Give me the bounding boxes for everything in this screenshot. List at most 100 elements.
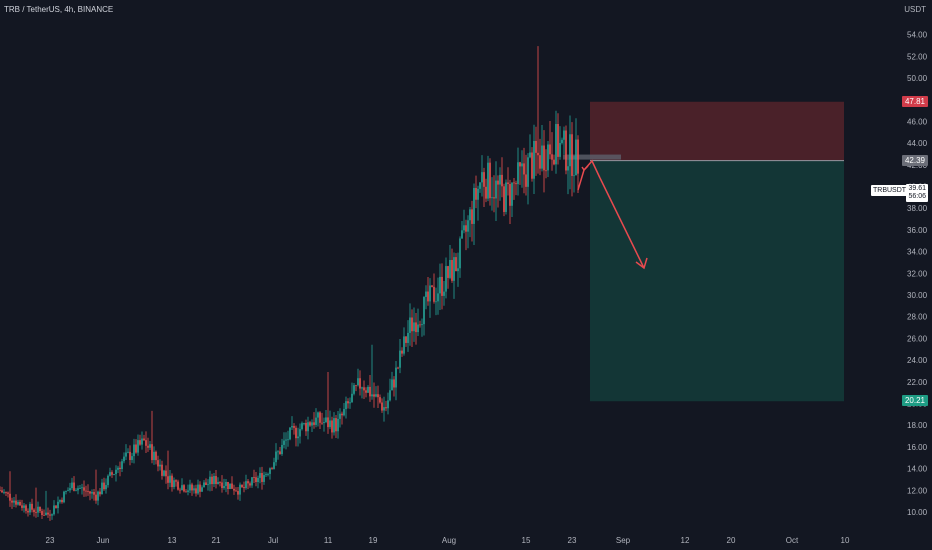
candle-body: [101, 482, 103, 495]
candle-body: [297, 436, 299, 439]
candle-body: [131, 456, 133, 461]
candle-body: [427, 291, 429, 302]
candle-body: [415, 322, 417, 333]
candle-body: [41, 511, 43, 516]
candle-body: [111, 472, 113, 475]
candle-body: [285, 439, 287, 441]
candle-body: [567, 166, 569, 171]
x-tick-label: 23: [568, 536, 577, 545]
stop-price-tag: 47.81: [901, 95, 928, 107]
candle-body: [99, 491, 101, 495]
candle-body: [161, 464, 163, 476]
candle-body: [369, 386, 371, 397]
candle-body: [495, 180, 497, 199]
candle-body: [63, 491, 65, 503]
candle-body: [13, 500, 15, 503]
candle-body: [511, 182, 513, 206]
candle-body: [91, 492, 93, 494]
candle-body: [417, 324, 419, 333]
candle-body: [441, 276, 443, 296]
candle-body: [31, 503, 33, 510]
candle-body: [83, 487, 85, 491]
candle-body: [563, 130, 565, 140]
candle-body: [89, 491, 91, 494]
candle-body: [555, 124, 557, 165]
candle-body: [315, 417, 317, 425]
candle-body: [287, 439, 289, 441]
y-tick-label: 54.00: [907, 31, 928, 40]
down-arrow-head: [635, 257, 648, 270]
candle-body: [187, 490, 189, 492]
candle-body: [213, 476, 215, 485]
candle-body: [381, 402, 383, 411]
candle-body: [301, 423, 303, 430]
candle-body: [219, 481, 221, 483]
candle-body: [487, 162, 489, 199]
candle-body: [443, 291, 445, 296]
candle-body: [295, 427, 297, 439]
candle-body: [331, 420, 333, 433]
candle-body: [407, 332, 409, 343]
candle-body: [305, 422, 307, 432]
candle-body: [51, 514, 53, 516]
candle-body: [317, 412, 319, 418]
candle-body: [263, 475, 265, 482]
candle-body: [343, 409, 345, 416]
candle-body: [283, 440, 285, 445]
candle-body: [253, 477, 255, 478]
candle-body: [385, 407, 387, 409]
candle-body: [519, 162, 521, 167]
candle-body: [277, 451, 279, 453]
candle-body: [97, 491, 99, 501]
candle-body: [289, 427, 291, 440]
candle-body: [271, 468, 273, 470]
candle-body: [499, 174, 501, 185]
candle-body: [473, 187, 475, 224]
candle-body: [327, 417, 329, 428]
candle-body: [551, 154, 553, 160]
candle-body: [17, 501, 19, 505]
candle-body: [541, 145, 543, 169]
x-tick-label: Jul: [268, 536, 278, 545]
time-axis[interactable]: 23 Jun 13 21 Jul 11 19 Aug 15 23 Sep 12 20 Oct 10: [46, 536, 850, 545]
candle-body: [377, 394, 379, 398]
candle-body: [155, 451, 157, 461]
candle-body: [577, 139, 579, 174]
candle-body: [389, 390, 391, 401]
candle-body: [25, 505, 27, 511]
candle-body: [251, 477, 253, 486]
candle-body: [59, 499, 61, 502]
candle-body: [169, 475, 171, 483]
y-tick-label: 34.00: [907, 248, 928, 257]
x-tick-label: 20: [727, 536, 736, 545]
drawing-arrows[interactable]: [577, 159, 648, 270]
candle-body: [529, 152, 531, 158]
x-tick-label: 23: [46, 536, 55, 545]
candle-body: [141, 438, 143, 445]
bar-countdown: 56:06: [908, 193, 926, 200]
y-tick-label: 22.00: [907, 378, 928, 387]
candle-body: [431, 285, 433, 287]
candle-body: [115, 469, 117, 475]
candle-body: [15, 500, 17, 505]
candle-body: [135, 444, 137, 453]
candle-body: [177, 481, 179, 490]
candle-body: [125, 452, 127, 457]
short-position-zones[interactable]: [563, 101, 844, 402]
candle-body: [309, 422, 311, 426]
candle-body: [221, 482, 223, 489]
candle-body: [87, 491, 89, 492]
candle-body: [215, 476, 217, 484]
y-tick-label: 52.00: [907, 52, 928, 61]
candle-body: [561, 139, 563, 143]
price-axis-unit: USDT: [904, 5, 926, 14]
candle-body: [553, 159, 555, 165]
candle-body: [463, 225, 465, 231]
candle-body: [505, 182, 507, 212]
candle-body: [559, 142, 561, 157]
candle-body: [241, 484, 243, 488]
candle-body: [527, 157, 529, 187]
candle-body: [449, 259, 451, 278]
y-tick-label: 26.00: [907, 334, 928, 343]
